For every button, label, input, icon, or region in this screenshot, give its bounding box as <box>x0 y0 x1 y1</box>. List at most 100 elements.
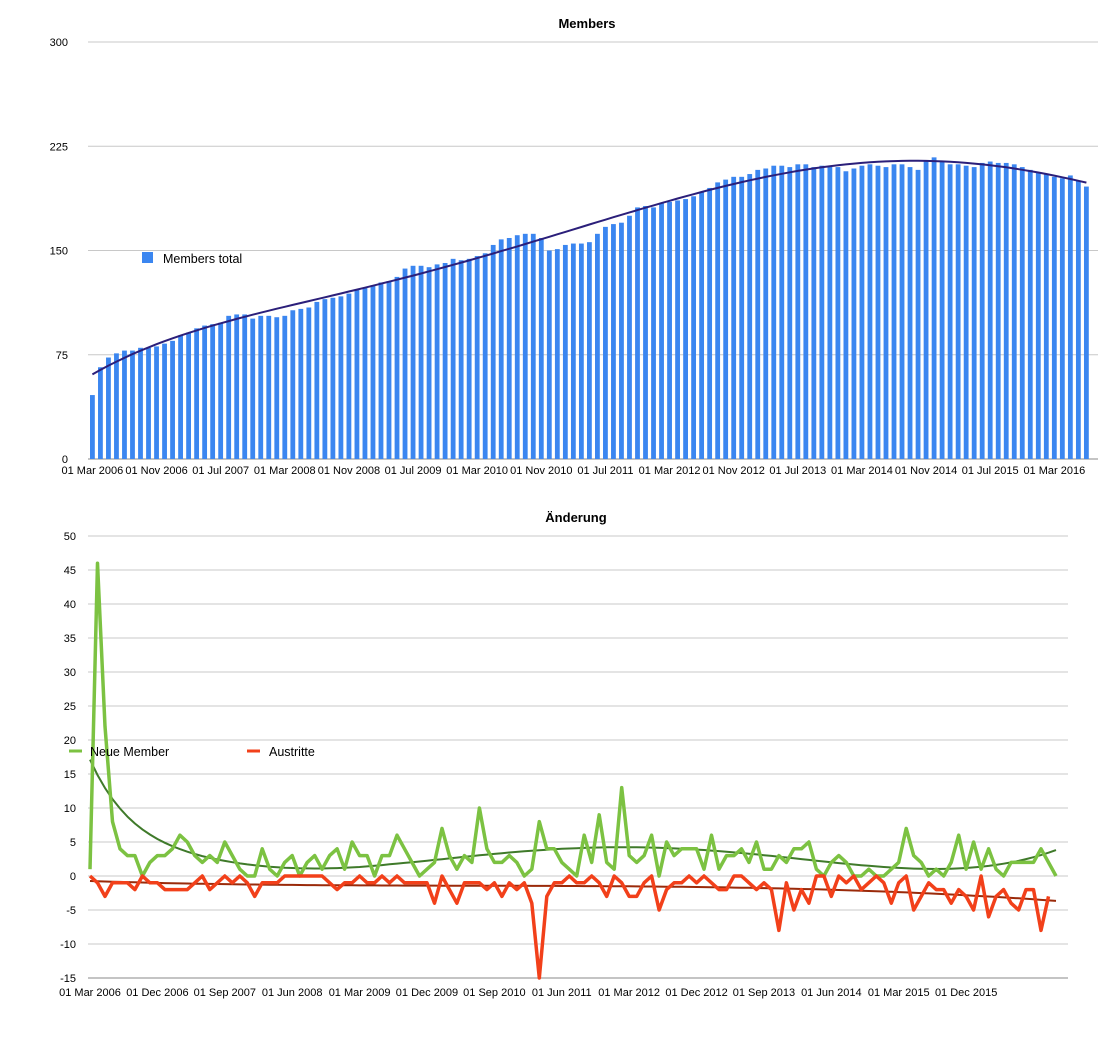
changes-x-tick-label: 01 Sep 2010 <box>463 987 525 999</box>
changes-y-tick-label: 0 <box>70 871 76 883</box>
members-bar <box>907 167 913 459</box>
members-bar <box>763 168 769 460</box>
members-bar <box>627 215 632 459</box>
members-bar <box>851 168 857 460</box>
members-bar <box>90 395 95 459</box>
changes-y-tick-label: 50 <box>64 531 76 543</box>
members-x-tick-label: 01 Nov 2006 <box>125 465 187 477</box>
members-bar <box>354 289 360 459</box>
members-bar <box>210 324 216 459</box>
members-bar <box>258 315 264 459</box>
members-bar <box>234 314 240 459</box>
changes-y-tick-label: 40 <box>64 599 76 611</box>
changes-x-tick-label: 01 Mar 2009 <box>329 987 391 999</box>
changes-x-tick-label: 01 Jun 2008 <box>262 987 323 999</box>
members-bar <box>787 167 793 459</box>
members-bar <box>699 192 705 459</box>
changes-y-tick-label: 15 <box>64 769 76 781</box>
members-legend: Members total <box>142 252 242 266</box>
members-bar <box>586 242 592 459</box>
members-bar <box>170 340 175 459</box>
changes-x-tick-label: 01 Sep 2007 <box>194 987 256 999</box>
members-bar <box>162 343 167 459</box>
members-x-tick-label: 01 Jul 2009 <box>385 465 442 477</box>
members-bar <box>338 296 344 459</box>
members-bar <box>362 288 368 459</box>
members-bar <box>683 199 688 459</box>
members-bar <box>506 237 512 459</box>
members-y-tick-label: 150 <box>50 246 68 258</box>
members-bar <box>803 164 809 459</box>
changes-y-tick-label: -5 <box>66 905 76 917</box>
members-y-tick-label: 300 <box>50 37 68 49</box>
members-x-tick-label: 01 Mar 2010 <box>446 465 508 477</box>
changes-x-tick-label: 01 Mar 2006 <box>59 987 121 999</box>
members-bar <box>202 325 208 459</box>
members-bar <box>554 249 560 459</box>
members-bar <box>1083 186 1089 459</box>
new-members-line <box>88 561 1058 878</box>
members-bar <box>979 162 985 459</box>
changes-y-tick-label: 20 <box>64 735 76 747</box>
members-bar <box>947 164 953 459</box>
members-bar <box>194 328 200 459</box>
members-bar <box>651 207 656 459</box>
members-bar <box>250 318 256 459</box>
changes-y-tick-labels: -15 -10 -5 0 5 10 15 20 25 30 35 40 45 50 <box>60 531 76 985</box>
members-bar <box>346 293 352 459</box>
members-bar <box>659 203 664 459</box>
members-bar <box>562 244 568 459</box>
departures-legend-label: Austritte <box>269 745 315 759</box>
members-bar <box>178 335 183 459</box>
changes-x-tick-label: 01 Dec 2006 <box>126 987 188 999</box>
members-bar <box>474 256 480 459</box>
members-bar <box>843 171 849 459</box>
changes-x-tick-label: 01 Mar 2015 <box>868 987 930 999</box>
members-bar <box>723 179 729 460</box>
members-bar <box>218 322 224 459</box>
members-bar <box>923 160 929 459</box>
members-x-tick-label: 01 Nov 2014 <box>895 465 957 477</box>
members-bar <box>442 263 448 459</box>
members-y-tick-label: 75 <box>56 350 68 362</box>
members-bar <box>386 281 392 459</box>
members-bar <box>186 332 192 459</box>
changes-x-tick-label: 01 Dec 2015 <box>935 987 997 999</box>
members-bar <box>715 182 721 459</box>
members-bar <box>378 282 384 459</box>
members-bar <box>330 297 336 459</box>
members-bar <box>1051 176 1057 459</box>
members-gridlines <box>88 41 1098 460</box>
members-bar <box>987 161 993 460</box>
members-bar <box>747 174 753 460</box>
members-x-tick-label: 01 Mar 2006 <box>62 465 124 477</box>
members-bar <box>955 164 961 459</box>
members-bars <box>90 157 1089 460</box>
members-bar <box>274 317 280 459</box>
members-bar <box>106 357 111 459</box>
members-bar <box>434 264 440 459</box>
members-bar <box>883 167 889 459</box>
members-x-tick-labels: 01 Mar 2006 01 Nov 2006 01 Jul 2007 01 Mar … <box>62 465 1086 477</box>
changes-y-tick-label: -15 <box>60 973 76 985</box>
members-bar <box>522 233 528 459</box>
members-bar <box>242 314 248 459</box>
members-bar <box>995 162 1001 459</box>
members-bar <box>1067 175 1073 459</box>
members-bar <box>1035 172 1041 459</box>
members-bar <box>538 237 544 459</box>
members-bar <box>931 157 937 459</box>
members-bar <box>290 310 296 459</box>
members-bar <box>578 243 584 459</box>
changes-chart-title: Änderung <box>545 510 606 525</box>
members-bar <box>490 244 496 459</box>
members-x-tick-label: 01 Nov 2012 <box>702 465 764 477</box>
changes-x-tick-label: 01 Mar 2012 <box>598 987 660 999</box>
members-bar <box>1043 174 1049 460</box>
departures-line <box>88 874 1051 980</box>
changes-y-tick-label: 5 <box>70 837 76 849</box>
members-bar <box>859 165 865 459</box>
members-bar <box>298 308 304 459</box>
members-bar <box>1003 162 1009 459</box>
